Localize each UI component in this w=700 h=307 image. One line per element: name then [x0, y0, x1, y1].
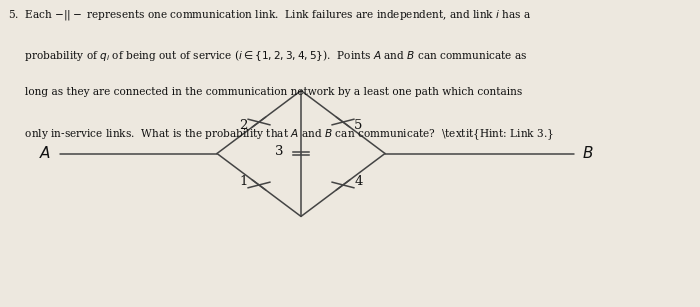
Text: only in-service links.  What is the probability that $A$ and $B$ can communicate: only in-service links. What is the proba…: [8, 127, 554, 142]
Text: 2: 2: [239, 119, 248, 132]
Text: probability of $q_i$ of being out of service ($i \in \{1,2,3,4,5\}$).  Points $A: probability of $q_i$ of being out of ser…: [8, 48, 528, 63]
Text: 4: 4: [354, 175, 363, 188]
Text: 3: 3: [275, 146, 284, 158]
Text: long as they are connected in the communication network by a least one path whic: long as they are connected in the commun…: [8, 87, 523, 98]
Text: 1: 1: [239, 175, 248, 188]
Text: 5.  Each $-||-$ represents one communication link.  Link failures are independen: 5. Each $-||-$ represents one communicat…: [8, 8, 532, 22]
Text: $B$: $B$: [582, 146, 594, 161]
Text: 5: 5: [354, 119, 363, 132]
Text: $A$: $A$: [39, 146, 51, 161]
